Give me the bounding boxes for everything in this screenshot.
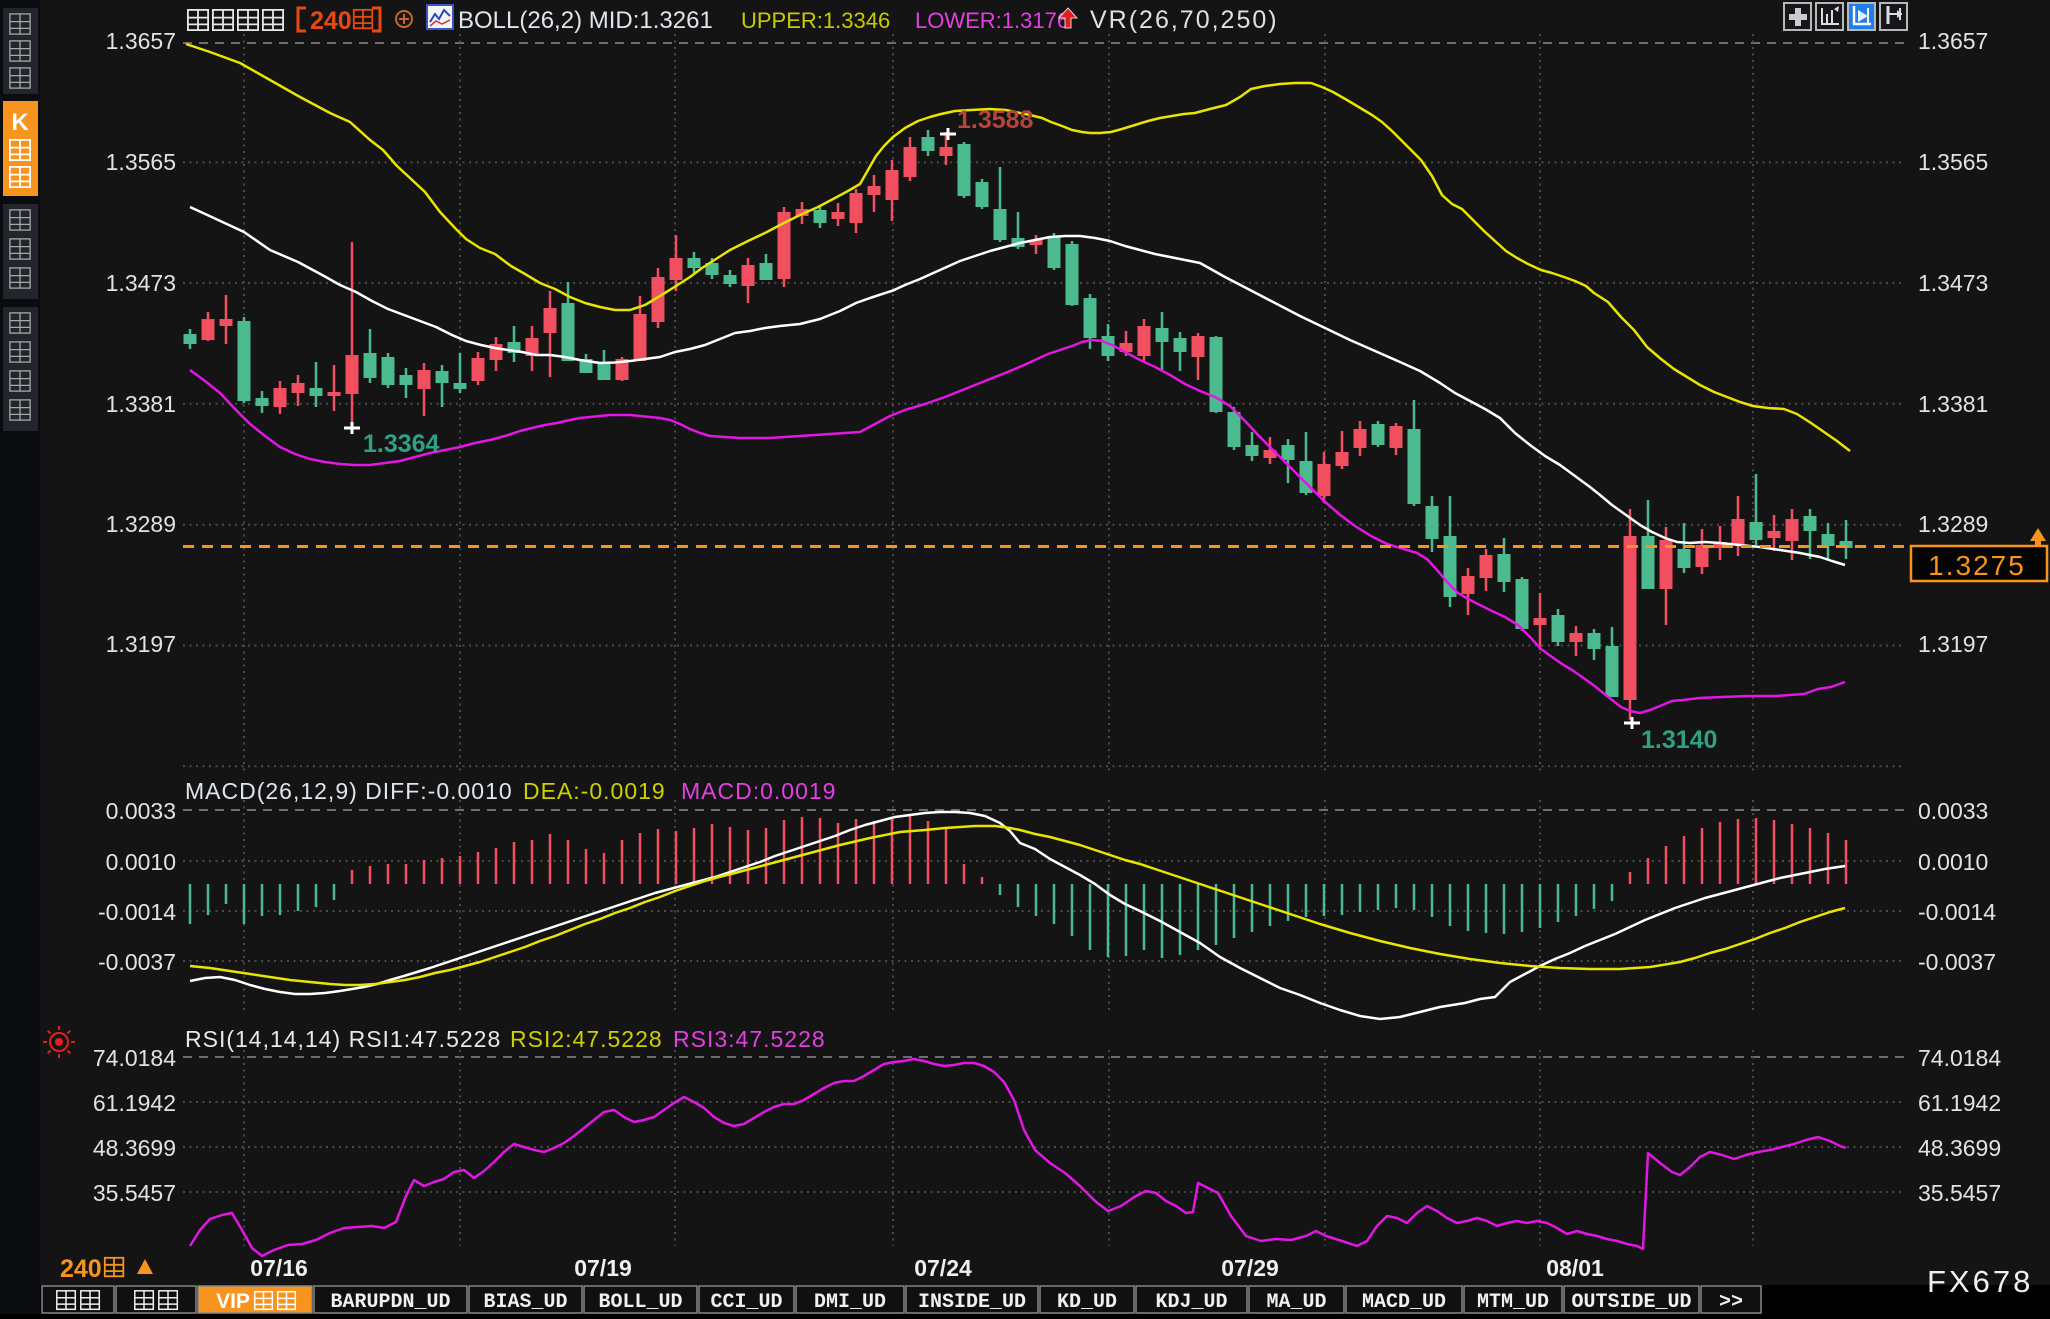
svg-text:240: 240 xyxy=(60,1255,102,1283)
svg-text:1.3381: 1.3381 xyxy=(106,391,176,417)
svg-text:KD_UD: KD_UD xyxy=(1057,1291,1117,1314)
svg-text:07/16: 07/16 xyxy=(250,1255,308,1281)
svg-text:1.3289: 1.3289 xyxy=(106,511,176,537)
svg-text:KDJ_UD: KDJ_UD xyxy=(1155,1291,1227,1314)
svg-text:35.5457: 35.5457 xyxy=(1918,1180,2001,1206)
svg-text:K: K xyxy=(11,109,29,136)
svg-text:DEA:-0.0019: DEA:-0.0019 xyxy=(523,778,666,804)
svg-text:RSI2:47.5228: RSI2:47.5228 xyxy=(510,1026,663,1052)
svg-text:61.1942: 61.1942 xyxy=(93,1090,176,1116)
svg-text:1.3364: 1.3364 xyxy=(363,430,440,458)
svg-text:240: 240 xyxy=(310,7,352,35)
svg-text:74.0184: 74.0184 xyxy=(93,1045,176,1071)
svg-text:0.0033: 0.0033 xyxy=(1918,798,1988,824)
svg-text:1.3657: 1.3657 xyxy=(1918,28,1988,54)
svg-text:1.3381: 1.3381 xyxy=(1918,391,1988,417)
svg-text:1.3197: 1.3197 xyxy=(1918,631,1988,657)
svg-text:BOLL_UD: BOLL_UD xyxy=(598,1291,682,1314)
svg-text:1.3473: 1.3473 xyxy=(1918,270,1988,296)
svg-text:0.0010: 0.0010 xyxy=(1918,849,1988,875)
svg-text:1.3565: 1.3565 xyxy=(1918,149,1988,175)
svg-text:UPPER:1.3346: UPPER:1.3346 xyxy=(741,8,890,33)
svg-text:-0.0014: -0.0014 xyxy=(98,899,176,925)
svg-text:MTM_UD: MTM_UD xyxy=(1477,1291,1549,1314)
svg-text:LOWER:1.3176: LOWER:1.3176 xyxy=(915,8,1069,33)
svg-text:0.0010: 0.0010 xyxy=(106,849,176,875)
svg-text:BARUPDN_UD: BARUPDN_UD xyxy=(330,1291,450,1314)
svg-text:CCI_UD: CCI_UD xyxy=(710,1291,782,1314)
svg-text:07/29: 07/29 xyxy=(1221,1255,1279,1281)
svg-text:08/01: 08/01 xyxy=(1546,1255,1604,1281)
svg-text:RSI(14,14,14) RSI1:47.5228: RSI(14,14,14) RSI1:47.5228 xyxy=(185,1026,501,1052)
svg-text:61.1942: 61.1942 xyxy=(1918,1090,2001,1116)
svg-text:35.5457: 35.5457 xyxy=(93,1180,176,1206)
svg-text:1.3473: 1.3473 xyxy=(106,270,176,296)
svg-text:DMI_UD: DMI_UD xyxy=(814,1291,886,1314)
svg-text:BOLL(26,2) MID:1.3261: BOLL(26,2) MID:1.3261 xyxy=(458,7,713,34)
svg-text:1.3588: 1.3588 xyxy=(957,106,1034,134)
svg-text:FX678: FX678 xyxy=(1927,1264,2033,1299)
svg-text:-0.0037: -0.0037 xyxy=(98,949,176,975)
svg-text:MACD(26,12,9) DIFF:-0.0010: MACD(26,12,9) DIFF:-0.0010 xyxy=(185,778,513,804)
svg-text:-0.0037: -0.0037 xyxy=(1918,949,1996,975)
svg-text:VR(26,70,250): VR(26,70,250) xyxy=(1090,6,1279,34)
svg-text:48.3699: 48.3699 xyxy=(93,1135,176,1161)
svg-text:VIP: VIP xyxy=(216,1290,250,1313)
svg-text:BIAS_UD: BIAS_UD xyxy=(483,1291,567,1314)
svg-text:07/24: 07/24 xyxy=(914,1255,972,1281)
svg-text:74.0184: 74.0184 xyxy=(1918,1045,2001,1071)
svg-text:MA_UD: MA_UD xyxy=(1266,1291,1326,1314)
svg-text:RSI3:47.5228: RSI3:47.5228 xyxy=(673,1026,826,1052)
svg-text:MACD:0.0019: MACD:0.0019 xyxy=(681,778,836,804)
svg-text:1.3140: 1.3140 xyxy=(1641,726,1717,754)
svg-text:INSIDE_UD: INSIDE_UD xyxy=(918,1291,1026,1314)
svg-text:1.3657: 1.3657 xyxy=(106,28,176,54)
svg-text:OUTSIDE_UD: OUTSIDE_UD xyxy=(1571,1291,1691,1314)
svg-text:1.3197: 1.3197 xyxy=(106,631,176,657)
svg-text:1.3565: 1.3565 xyxy=(106,149,176,175)
svg-text:0.0033: 0.0033 xyxy=(106,798,176,824)
svg-text:07/19: 07/19 xyxy=(574,1255,632,1281)
svg-text:-0.0014: -0.0014 xyxy=(1918,899,1996,925)
svg-text:MACD_UD: MACD_UD xyxy=(1362,1291,1446,1314)
svg-text:>>: >> xyxy=(1719,1291,1743,1314)
svg-text:1.3275: 1.3275 xyxy=(1928,550,2026,581)
svg-text:1.3289: 1.3289 xyxy=(1918,511,1988,537)
svg-text:48.3699: 48.3699 xyxy=(1918,1135,2001,1161)
